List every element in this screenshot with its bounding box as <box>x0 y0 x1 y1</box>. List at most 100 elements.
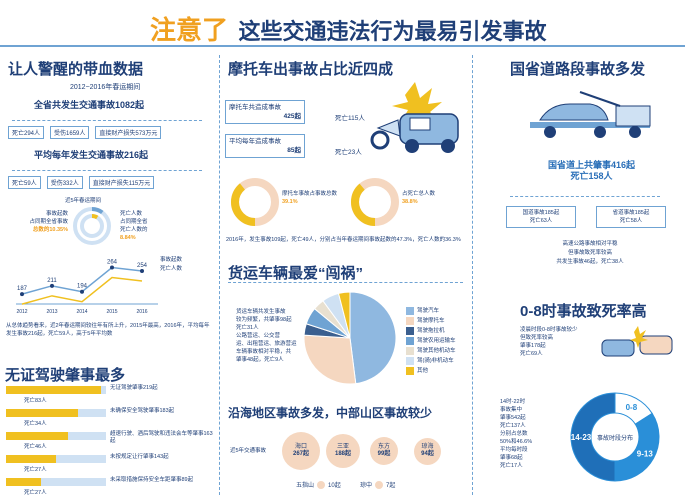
city-value: 267起 <box>292 451 309 457</box>
bar-desc: 无证驾驶肇事219起 <box>110 385 158 391</box>
bar-fill <box>6 478 41 486</box>
trend-line-chart: 187 2012 211 2013 194 2014 264 2015 254 2016 <box>16 260 158 315</box>
section-title-moto: 摩托车出事故占比近四成 <box>228 61 394 78</box>
night-line: 但致死率较高 <box>520 335 554 341</box>
pie-legend-item: 驾驶汽车 <box>406 306 456 316</box>
legend-label: 其他 <box>417 368 429 374</box>
city-bubble: 三亚 188起 <box>326 434 360 468</box>
truck-line: 车辆事故相对平稳，共 <box>236 349 292 355</box>
national-road-line: 国道事故185起 <box>522 210 560 216</box>
mountain-city-value: 7起 <box>386 483 396 489</box>
tow-truck-illustration <box>530 91 651 138</box>
total-stat: 受伤1659人 <box>50 126 90 139</box>
pie-legend-item: 驾驶其他机动车 <box>406 346 456 356</box>
moto-note: 2016年，发生事故109起，死亡49人，分别占当年春运期间事故起数的47.3%… <box>226 237 461 243</box>
national-road-box: 国道事故185起 死亡63人 <box>506 206 576 228</box>
line-legend: 事故起数 死亡人数 <box>160 256 182 274</box>
provincial-road-line: 死亡58人 <box>619 218 643 224</box>
bar-row: 未确保安全驾驶肇事183起 死亡34人 <box>6 407 214 429</box>
truck-text: 货运车辆共发生事故 较为频繁，共肇事98起 死亡31人 公路营运、公交营 运、出… <box>236 308 297 364</box>
ring-right-line: 占同期全省 <box>120 219 148 225</box>
line-year-label: 2015 <box>106 309 117 315</box>
bar-fill <box>6 386 101 394</box>
legend-swatch <box>406 326 414 335</box>
section-title-night: 0-8时事故致死率高 <box>520 303 647 320</box>
avg-divider <box>12 170 202 171</box>
night2-line: 分别占总数 <box>500 431 528 437</box>
bar-row: 未采取措施保持安全车距肇事89起 死亡27人 <box>6 476 214 498</box>
coast-label: 近5年交通事故 <box>230 448 267 454</box>
line-point <box>20 292 24 297</box>
clock-center <box>592 414 638 460</box>
ring-right-line: 8.84% <box>120 235 136 241</box>
night2-line: 平均每时段 <box>500 447 528 453</box>
donut1-label: 摩托车事故占事故总数 39.1% <box>282 190 337 206</box>
bar-sub: 死亡27人 <box>24 467 47 473</box>
clock-center-label: 事故时段分布 <box>597 434 633 442</box>
legend-swatch <box>406 356 414 365</box>
moto-death-avg: 死亡23人 <box>335 149 362 156</box>
time-segment-label: 14-23 <box>571 433 592 442</box>
ring-outer-fill <box>73 207 111 245</box>
avg-stat: 死亡59人 <box>8 176 41 189</box>
night2-line: 肇事68起 <box>500 455 523 461</box>
truck-line: 运、出租营运、旅游营运 <box>236 341 297 347</box>
ring-left-text: 事故起数 占同期全省事故 总数的10.35% <box>8 210 68 234</box>
donut-fill <box>351 178 399 226</box>
bar-sub: 死亡83人 <box>24 398 47 404</box>
bar-row: 未按规定让行肇事143起死亡27人 <box>6 453 214 475</box>
time-segment-label: 9-13 <box>637 449 654 458</box>
night2-line: 50%和46.6% <box>500 439 533 445</box>
night-line: 凌晨时段0-8时事故较少 <box>520 327 578 333</box>
ring-inner-track <box>80 214 104 238</box>
crash-cars-illustration <box>601 326 673 357</box>
line-value-label: 187 <box>17 286 28 292</box>
donut2-pct: 38.8% <box>402 199 418 205</box>
truck-line: 肇事48起，死亡9人 <box>236 357 284 363</box>
city-value: 188起 <box>334 451 351 457</box>
road-total-line: 死亡158人 <box>570 171 613 181</box>
page-header: 注意了 这些交通违法行为最易引发事故 <box>150 10 550 47</box>
night-line: 肇事178起 <box>520 343 546 349</box>
tow-bed <box>530 122 650 128</box>
city-value: 99起 <box>377 451 391 457</box>
night2-line: 肇事542起 <box>500 415 526 421</box>
mountain-city: 琼中 7起 <box>360 480 395 489</box>
truck-line: 公路营运、公交营 <box>236 333 281 339</box>
donut2-text: 占死亡总人数 <box>402 191 436 197</box>
time-segment <box>614 412 660 482</box>
night2-line: 死亡17人 <box>500 463 523 469</box>
coast-bubbles: 海口 267起 三亚 188起 东方 99起 琼海 94起 <box>282 432 467 472</box>
truck-pie-chart <box>303 291 397 385</box>
line-legend-item: 死亡人数 <box>160 266 183 272</box>
legend-swatch <box>406 346 414 355</box>
moto-box-avg: 平均每年造成事故 85起 <box>225 134 305 158</box>
time-distribution-chart: 0-8 9-13 14-23 事故时段分布 <box>570 392 660 482</box>
bar-fill <box>6 432 68 440</box>
legend-label: 驾驶其他机动车 <box>417 348 456 354</box>
city-name: 三亚 <box>336 444 349 450</box>
night-left: 凌晨时段0-8时事故较少 但致死率较高 肇事178起 死亡69人 <box>520 326 577 358</box>
time-segment-label: 0-8 <box>626 403 638 412</box>
city-name: 东方 <box>377 444 390 450</box>
header-title: 这些交通违法行为最易引发事故 <box>238 19 547 44</box>
moto-death-total: 死亡115人 <box>335 115 365 122</box>
avg-accident-label: 平均每年发生交通事故216起 <box>34 150 149 160</box>
donut1-text: 摩托车事故占事故总数 <box>282 191 338 197</box>
bar-desc: 未按规定让行肇事143起 <box>110 454 169 460</box>
bar-row: 无证驾驶肇事219起死亡83人 <box>6 384 214 406</box>
mountain-city-name: 五指山 <box>296 483 315 489</box>
pie-slice <box>337 291 351 339</box>
road-total: 国省道上共肇事416起 死亡158人 <box>548 160 635 182</box>
ring-left-line: 总数的10.35% <box>32 227 68 233</box>
donut-fill <box>231 178 279 226</box>
death-line <box>21 276 143 305</box>
night-left2: 14时-22时 事故集中 肇事542起 死亡137人 分别占总数 50%和46.… <box>500 398 532 470</box>
mountain-dot <box>317 480 326 489</box>
road-total-line: 国省道上共肇事416起 <box>548 160 636 170</box>
bar-desc: 未采取措施保持安全车距肇事89起 <box>110 477 194 483</box>
avg-stat: 受伤332人 <box>46 176 83 189</box>
provincial-road-box: 省道事故185起 死亡58人 <box>596 206 666 228</box>
towed-car-icon <box>539 103 609 121</box>
national-road-line: 死亡63人 <box>529 218 553 224</box>
